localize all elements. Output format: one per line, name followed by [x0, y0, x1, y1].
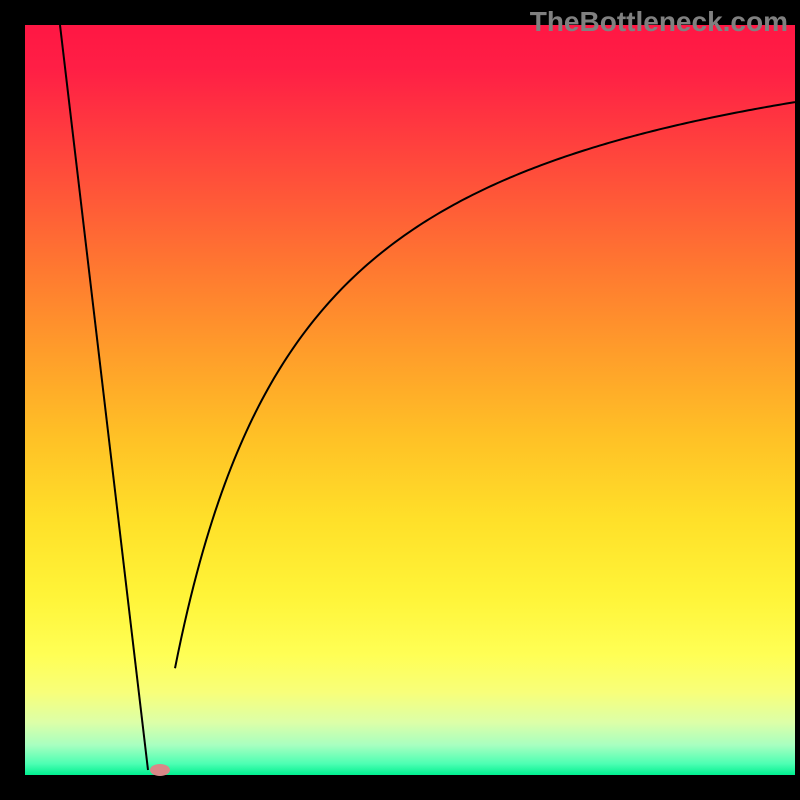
chart-svg [0, 0, 800, 800]
bottleneck-chart: TheBottleneck.com [0, 0, 800, 800]
watermark-text: TheBottleneck.com [530, 6, 788, 38]
minimum-marker [150, 764, 170, 776]
plot-background [25, 25, 795, 775]
